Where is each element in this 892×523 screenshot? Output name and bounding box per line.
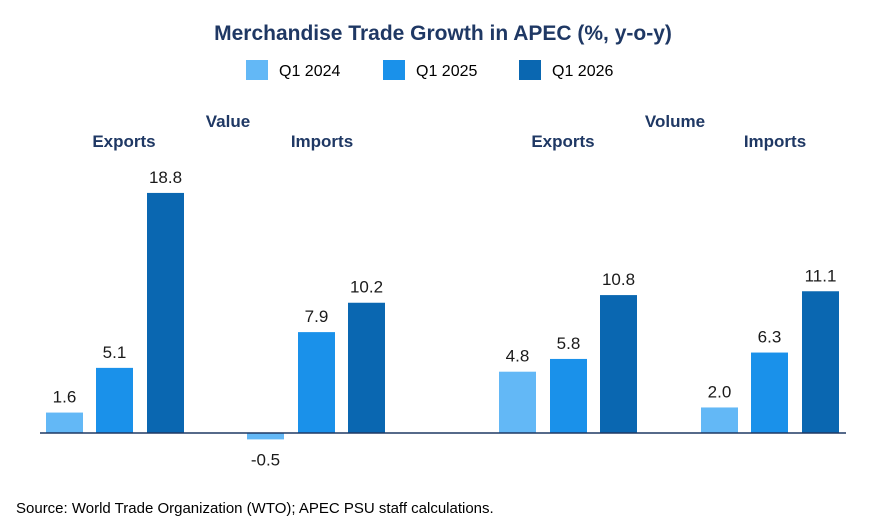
bar-1-1	[46, 412, 83, 433]
legend-label-3: Q1 2026	[552, 63, 613, 80]
legend-swatch-2	[383, 60, 405, 80]
category-label-4: Imports	[744, 132, 806, 151]
data-label-2-1: -0.5	[251, 450, 280, 469]
group-label-value: Value	[206, 112, 250, 131]
data-label-4-3: 11.1	[805, 266, 837, 285]
category-label-3: Exports	[531, 132, 594, 151]
chart-title: Merchandise Trade Growth in APEC (%, y-o…	[214, 22, 672, 45]
data-label-1-3: 18.8	[149, 168, 182, 187]
category-label-1: Exports	[92, 132, 155, 151]
bar-4-1	[701, 407, 738, 433]
bar-2-3	[348, 302, 385, 433]
chart: Merchandise Trade Growth in APEC (%, y-o…	[40, 22, 846, 469]
legend-swatch-1	[246, 60, 268, 80]
bar-3-1	[499, 371, 536, 433]
bar-3-2	[550, 358, 587, 433]
bar-1-3	[147, 192, 184, 433]
legend-label-1: Q1 2024	[279, 63, 340, 80]
data-label-4-1: 2.0	[708, 382, 732, 401]
bar-2-1	[247, 433, 284, 440]
legend-swatch-3	[519, 60, 541, 80]
bar-2-2	[298, 332, 335, 433]
bars: 1.6 5.1 18.8 -0.5 7.9 10.2 4.8 5.8 10.8 2.0 6.3 11.…	[46, 168, 839, 469]
data-label-3-1: 4.8	[506, 347, 530, 366]
bar-4-2	[751, 352, 788, 433]
bar-4-3	[802, 291, 839, 433]
category-label-2: Imports	[291, 132, 353, 151]
data-label-2-3: 10.2	[350, 278, 383, 297]
bar-3-3	[600, 295, 637, 433]
legend: Q1 2024 Q1 2025 Q1 2026	[246, 60, 613, 80]
data-label-1-2: 5.1	[103, 343, 127, 362]
data-label-2-2: 7.9	[305, 307, 329, 326]
bar-1-2	[96, 367, 133, 433]
legend-label-2: Q1 2025	[416, 63, 477, 80]
group-label-volume: Volume	[645, 112, 705, 131]
group-labels: Value Volume Exports Imports Exports Imports	[92, 112, 806, 151]
data-label-4-2: 6.3	[758, 328, 782, 347]
data-label-3-3: 10.8	[602, 270, 635, 289]
source-note: Source: World Trade Organization (WTO); …	[16, 500, 494, 517]
data-label-3-2: 5.8	[557, 334, 581, 353]
data-label-1-1: 1.6	[53, 388, 77, 407]
